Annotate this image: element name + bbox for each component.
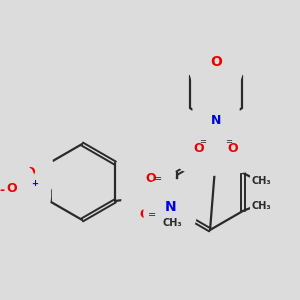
Text: -: - xyxy=(0,184,5,197)
Text: =: = xyxy=(154,174,162,184)
Text: O: O xyxy=(194,142,204,154)
Text: CH₃: CH₃ xyxy=(251,201,271,211)
Text: N: N xyxy=(211,113,221,127)
Text: +: + xyxy=(31,179,38,188)
Text: O: O xyxy=(24,167,34,179)
Text: O: O xyxy=(6,182,16,196)
Text: N: N xyxy=(22,182,32,196)
Text: =: = xyxy=(148,210,156,220)
Text: O: O xyxy=(210,55,222,69)
Text: O: O xyxy=(228,142,238,154)
Text: CH₃: CH₃ xyxy=(162,218,182,228)
Text: S: S xyxy=(142,190,152,204)
Text: S: S xyxy=(211,141,221,155)
Text: =: = xyxy=(226,137,232,146)
Text: =: = xyxy=(200,137,207,146)
Text: O: O xyxy=(146,172,156,185)
Text: N: N xyxy=(164,200,176,214)
Text: O: O xyxy=(140,208,150,221)
Text: CH₃: CH₃ xyxy=(251,176,271,186)
